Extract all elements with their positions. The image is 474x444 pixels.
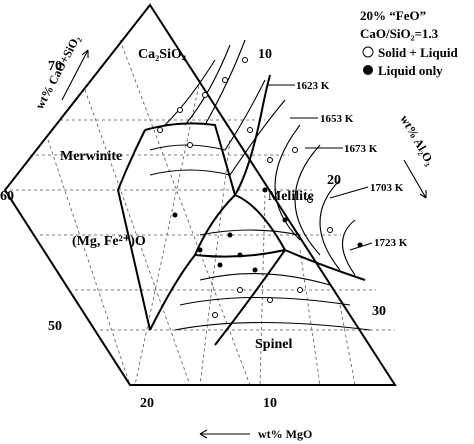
tick-label: 60 <box>0 189 14 204</box>
legend-filled <box>363 65 373 75</box>
tick-label: 30 <box>372 304 386 319</box>
phase-label: Melilite <box>268 189 314 204</box>
tick-label: 20 <box>140 396 154 411</box>
grid <box>10 39 395 386</box>
axis-arrow <box>61 49 89 101</box>
tick-label: 20 <box>327 173 341 188</box>
phase-label: Merwinite <box>60 149 122 164</box>
legend-open <box>362 46 374 58</box>
isotherm-label: 1723 K <box>374 237 408 249</box>
isotherm-curves <box>149 39 371 331</box>
isotherm-label: 1673 K <box>344 143 378 155</box>
phase-label: (Mg, Fe²⁺)O <box>72 234 146 249</box>
isotherm-labels: 1623 K 1653 K 1673 K 1703 K 1723 K <box>268 80 408 251</box>
axis-arrow <box>199 429 250 439</box>
tick-label: 70 <box>48 59 62 74</box>
legend-label: Solid + Liquid <box>378 45 458 60</box>
legend-title: 20% “FeO” <box>360 8 426 23</box>
phase-label: Spinel <box>255 337 292 352</box>
legend-ratio: CaO/SiO₂=1.3 <box>360 26 439 41</box>
isotherm-label: 1623 K <box>296 80 330 92</box>
frame <box>3 3 397 386</box>
tick-label: 50 <box>48 319 62 334</box>
isotherm-label: 1653 K <box>320 113 354 125</box>
axis-arrow <box>403 159 427 199</box>
tick-label: 10 <box>258 47 272 62</box>
tick-label: 10 <box>263 396 277 411</box>
axis-title: wt% Al₂O₃ <box>397 113 437 168</box>
phase-label: Ca₂SiO₄ <box>138 47 187 62</box>
legend-label: Liquid only <box>378 63 443 78</box>
axis-title: wt% MgO <box>258 427 312 441</box>
isotherm-label: 1703 K <box>370 182 404 194</box>
legend: 20% “FeO” CaO/SiO₂=1.3 Solid + Liquid Li… <box>360 8 458 78</box>
points <box>157 57 363 318</box>
